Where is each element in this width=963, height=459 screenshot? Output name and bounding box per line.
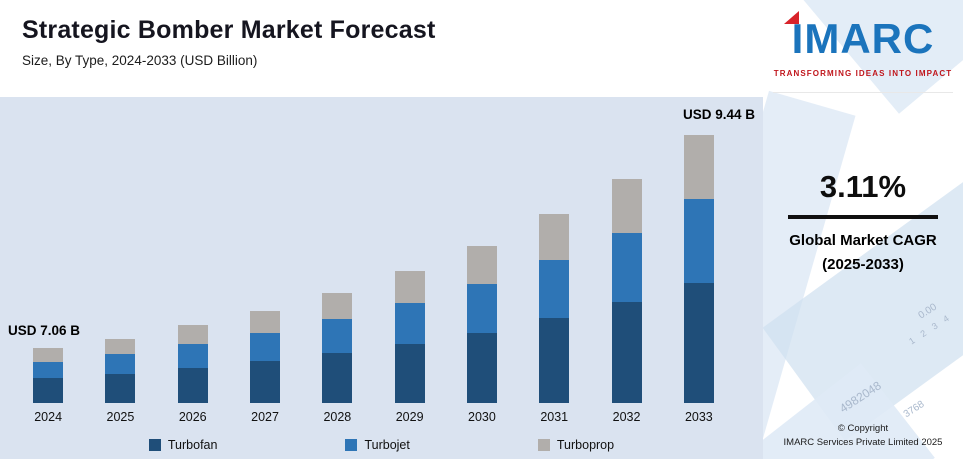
- bar-stack-2029: [394, 271, 425, 403]
- bar-segment-turbofan-2030: [466, 332, 497, 403]
- bar-column-2030: 2030: [446, 135, 518, 425]
- legend-item-turbofan: Turbofan: [148, 438, 218, 452]
- legend-item-turbojet: Turbojet: [345, 438, 410, 452]
- report-main: Strategic Bomber Market Forecast Size, B…: [0, 0, 763, 459]
- header: Strategic Bomber Market Forecast Size, B…: [0, 0, 763, 97]
- bar-segment-turbojet-2033: [683, 199, 714, 283]
- bar-column-2033: 2033: [663, 135, 735, 425]
- bar-segment-turbofan-2026: [177, 368, 208, 403]
- bar-column-2032: 2032: [590, 135, 662, 425]
- legend-label-turboprop: Turboprop: [556, 438, 615, 452]
- bar-stack-2024: [33, 348, 64, 403]
- bar-segment-turbojet-2026: [177, 343, 208, 368]
- x-axis-label-2028: 2028: [323, 410, 352, 424]
- x-axis-label-2027: 2027: [251, 410, 279, 424]
- chart-area: USD 7.06 B USD 9.44 B 2024 2025 2026 2027 20…: [0, 97, 763, 459]
- annotation-2033-total: USD 9.44 B: [682, 107, 755, 122]
- bar-column-2031: 2031: [518, 135, 590, 425]
- bar-segment-turbofan-2029: [394, 343, 425, 403]
- legend-swatch-turboprop: [537, 439, 550, 451]
- legend-swatch-turbojet: [345, 439, 358, 451]
- x-axis-label-2026: 2026: [178, 410, 207, 424]
- bar-segment-turbofan-2033: [683, 282, 714, 403]
- bar-segment-turbojet-2030: [466, 284, 497, 333]
- logo-text: IMARC: [791, 15, 935, 62]
- x-axis-label-2032: 2032: [612, 410, 641, 424]
- bar-segment-turboprop-2027: [250, 310, 281, 333]
- bar-segment-turbofan-2024: [33, 378, 64, 403]
- x-axis-label-2029: 2029: [395, 410, 424, 424]
- bar-column-2027: 2027: [229, 135, 301, 425]
- bar-column-2024: 2024: [12, 135, 84, 425]
- cagr-label-line2: (2025-2033): [822, 256, 904, 273]
- legend-label-turbofan: Turbofan: [167, 438, 218, 452]
- cagr-underline: [788, 215, 938, 219]
- bar-segment-turbojet-2031: [539, 259, 570, 318]
- logo-tagline: TRANSFORMING IDEAS INTO IMPACT: [773, 69, 953, 78]
- bar-segment-turboprop-2030: [466, 246, 497, 284]
- bar-stack-2027: [250, 310, 281, 403]
- legend-label-turbojet: Turbojet: [364, 438, 410, 452]
- bar-segment-turboprop-2024: [33, 348, 64, 362]
- bar-segment-turbofan-2032: [611, 302, 642, 403]
- legend: Turbofan Turbojet Turboprop: [0, 438, 763, 452]
- imarc-logo: IMARC: [783, 11, 935, 62]
- copyright-line1: © Copyright: [837, 422, 889, 434]
- bar-stack-2032: [611, 179, 642, 403]
- bar-segment-turboprop-2028: [322, 292, 353, 320]
- logo-flag-icon: [783, 11, 799, 24]
- imarc-logo-block: IMARC TRANSFORMING IDEAS INTO IMPACT: [773, 0, 953, 93]
- bar-segment-turboprop-2026: [177, 325, 208, 344]
- bar-segment-turbojet-2032: [611, 232, 642, 303]
- bar-segment-turboprop-2025: [105, 338, 136, 354]
- bar-segment-turboprop-2033: [683, 135, 714, 200]
- bar-stack-2030: [466, 246, 497, 403]
- bar-segment-turbojet-2024: [33, 361, 64, 379]
- bar-stack-2031: [539, 214, 570, 403]
- cagr-label-line1: Global Market CAGR: [789, 232, 937, 249]
- copyright-line2: IMARC Services Private Limited 2025: [783, 437, 943, 449]
- cagr-value: 3.11%: [819, 169, 907, 204]
- cagr-block: 3.11% Global Market CAGR (2025-2033): [763, 169, 963, 273]
- bar-stack-2026: [177, 325, 208, 403]
- x-axis-label-2033: 2033: [684, 410, 713, 424]
- bar-segment-turboprop-2032: [611, 179, 642, 233]
- x-axis-label-2024: 2024: [34, 410, 63, 424]
- bar-stack-2033: [683, 135, 714, 403]
- x-axis-label-2031: 2031: [540, 410, 569, 424]
- bar-segment-turbofan-2025: [105, 374, 136, 403]
- copyright: © Copyright IMARC Services Private Limit…: [763, 422, 963, 451]
- page-subtitle: Size, By Type, 2024-2033 (USD Billion): [22, 53, 258, 68]
- bar-segment-turbojet-2029: [394, 302, 425, 344]
- bar-column-2025: 2025: [84, 135, 156, 425]
- bar-segment-turbofan-2028: [322, 353, 353, 403]
- x-axis-label-2030: 2030: [468, 410, 496, 424]
- bar-segment-turbofan-2031: [539, 318, 570, 403]
- bar-stack-2028: [322, 292, 353, 403]
- bar-column-2028: 2028: [301, 135, 373, 425]
- bar-segment-turbofan-2027: [250, 361, 281, 403]
- sidebar: 0.00 1 2 3 4 4982048 3768 IMARC TRANSFOR…: [763, 0, 963, 459]
- bar-segment-turbojet-2025: [105, 354, 136, 374]
- bars-grid: 2024 2025 2026 2027 2028 2029 2030 2031 2032 2033: [12, 135, 735, 425]
- bar-segment-turbojet-2028: [322, 319, 353, 354]
- annotation-2024-total: USD 7.06 B: [8, 323, 81, 338]
- legend-swatch-turbofan: [148, 439, 161, 451]
- bar-segment-turboprop-2029: [394, 271, 425, 303]
- bar-stack-2025: [105, 338, 136, 403]
- page-title: Strategic Bomber Market Forecast: [22, 16, 436, 44]
- bar-segment-turbojet-2027: [250, 332, 281, 362]
- bar-column-2029: 2029: [374, 135, 446, 425]
- x-axis-label-2025: 2025: [106, 410, 135, 424]
- bar-column-2026: 2026: [157, 135, 229, 425]
- bar-segment-turboprop-2031: [539, 214, 570, 260]
- legend-item-turboprop: Turboprop: [537, 438, 615, 452]
